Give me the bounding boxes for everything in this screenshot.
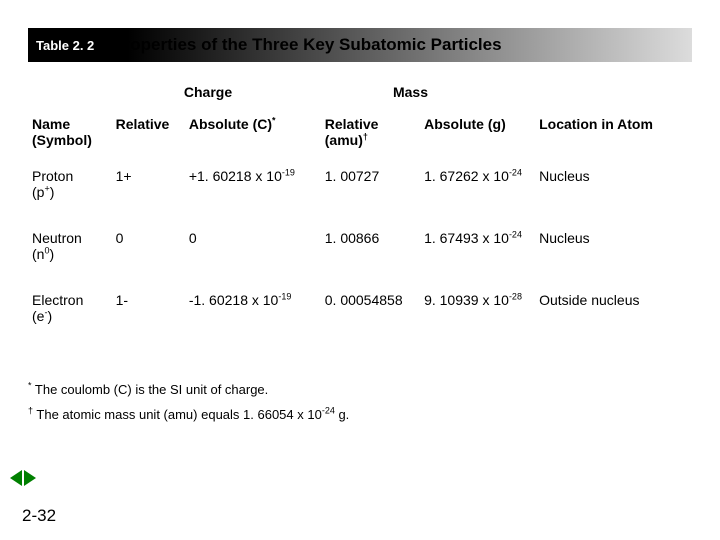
col-abs-mass: Absolute (g): [420, 108, 535, 160]
group-header-row: Charge Mass: [28, 84, 692, 100]
cell-name: Electron (e-): [28, 284, 112, 346]
table-row: Proton (p+) 1+ +1. 60218 x 10-19 1. 0072…: [28, 160, 692, 222]
next-page-icon[interactable]: [24, 470, 36, 486]
title-text: Properties of the Three Key Subatomic Pa…: [112, 35, 501, 55]
table-number: Table 2. 2: [28, 38, 112, 53]
title-bar: Table 2. 2 Properties of the Three Key S…: [28, 28, 692, 62]
col-rel-mass: Relative (amu)†: [321, 108, 420, 160]
cell-abs-charge: 0: [185, 222, 321, 284]
table-row: Neutron (n0) 0 0 1. 00866 1. 67493 x 10-…: [28, 222, 692, 284]
cell-rel-mass: 1. 00866: [321, 222, 420, 284]
nav-arrows: [10, 470, 36, 486]
cell-location: Nucleus: [535, 222, 692, 284]
page-number: 2-32: [22, 506, 56, 526]
group-mass: Mass: [308, 84, 513, 100]
particles-table: Name (Symbol) Relative Absolute (C)* Rel…: [28, 108, 692, 346]
cell-name: Neutron (n0): [28, 222, 112, 284]
cell-location: Nucleus: [535, 160, 692, 222]
cell-rel-charge: 1-: [112, 284, 185, 346]
cell-rel-charge: 1+: [112, 160, 185, 222]
cell-abs-mass: 1. 67493 x 10-24: [420, 222, 535, 284]
col-abs-charge: Absolute (C)*: [185, 108, 321, 160]
col-location: Location in Atom: [535, 108, 692, 160]
cell-rel-mass: 0. 00054858: [321, 284, 420, 346]
cell-rel-mass: 1. 00727: [321, 160, 420, 222]
table-row: Electron (e-) 1- -1. 60218 x 10-19 0. 00…: [28, 284, 692, 346]
col-rel-charge: Relative: [112, 108, 185, 160]
footnotes: * The coulomb (C) is the SI unit of char…: [28, 378, 349, 427]
cell-abs-mass: 1. 67262 x 10-24: [420, 160, 535, 222]
footnote-2: † The atomic mass unit (amu) equals 1. 6…: [28, 403, 349, 428]
group-charge: Charge: [108, 84, 308, 100]
col-name: Name (Symbol): [28, 108, 112, 160]
cell-abs-mass: 9. 10939 x 10-28: [420, 284, 535, 346]
footnote-1: * The coulomb (C) is the SI unit of char…: [28, 378, 349, 403]
cell-name: Proton (p+): [28, 160, 112, 222]
cell-rel-charge: 0: [112, 222, 185, 284]
cell-abs-charge: +1. 60218 x 10-19: [185, 160, 321, 222]
cell-abs-charge: -1. 60218 x 10-19: [185, 284, 321, 346]
prev-page-icon[interactable]: [10, 470, 22, 486]
cell-location: Outside nucleus: [535, 284, 692, 346]
column-header-row: Name (Symbol) Relative Absolute (C)* Rel…: [28, 108, 692, 160]
